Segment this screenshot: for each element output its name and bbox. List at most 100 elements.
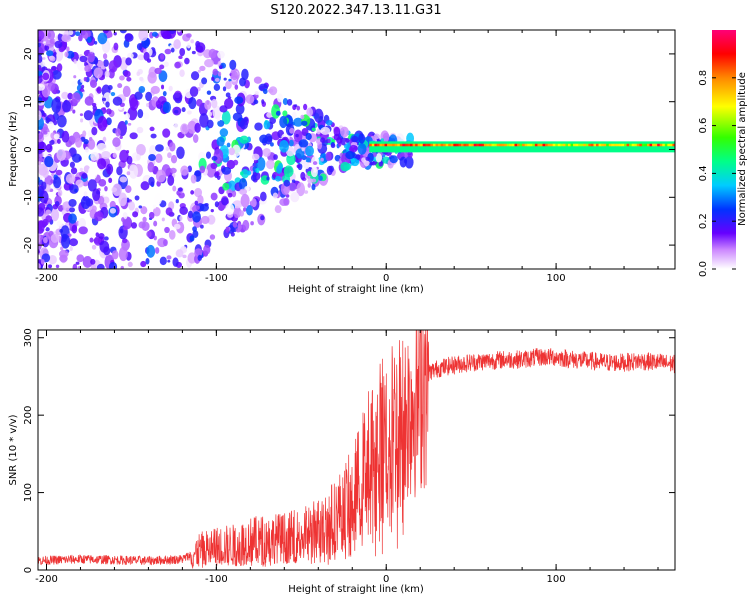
- spectrogram-blob: [174, 61, 181, 69]
- spectrogram-blob: [154, 247, 160, 254]
- spectrogram-blob: [112, 183, 123, 197]
- spectrogram-blob: [291, 179, 296, 184]
- spectrogram-blob: [162, 128, 171, 138]
- spectrogram-blob: [48, 255, 57, 265]
- spectrogram-blob: [68, 198, 77, 207]
- spectrogram-blob: [101, 97, 107, 102]
- spectrogram-ridge-cell: [455, 143, 459, 147]
- spectrogram-ridge-cell: [427, 143, 431, 147]
- spectrogram-blob: [56, 138, 61, 144]
- spectrogram-ridge-cell: [529, 143, 533, 147]
- spectrogram-blob: [365, 156, 371, 161]
- spectrogram-ridge-cell: [374, 143, 378, 147]
- spectrogram-blob: [203, 244, 211, 255]
- spectrogram-ridge-cell: [603, 143, 607, 147]
- spectrogram-ridge-cell: [560, 143, 564, 147]
- spectrogram-blob: [407, 151, 413, 158]
- spectrogram-ridge-cell: [402, 143, 406, 147]
- spectrogram-ridge-cell: [425, 143, 429, 147]
- spectrogram-blob: [149, 126, 155, 132]
- spectrogram-ridge-cell: [601, 143, 605, 147]
- spectrogram-blob: [68, 30, 74, 36]
- spectrogram-ridge-cell: [422, 143, 426, 147]
- spectrogram-blob: [204, 100, 212, 110]
- spectrogram-ridge-cell: [522, 143, 526, 147]
- spectrogram-blob: [311, 127, 316, 132]
- spectrogram-blob: [84, 146, 90, 153]
- spectrogram-blob: [259, 191, 267, 202]
- spectrogram-blob: [307, 178, 313, 184]
- spectrogram-blob: [56, 115, 67, 128]
- spectrogram-blob: [122, 212, 128, 220]
- spectrogram-ridge-cell: [629, 143, 633, 147]
- spectrogram-blob: [177, 30, 181, 33]
- spectrogram-ridge-cell: [420, 143, 424, 147]
- spectrogram-blob: [253, 76, 262, 84]
- spectrogram-blob: [305, 157, 311, 163]
- spectrogram-ridge-cell: [394, 143, 398, 147]
- spectrogram-blob: [118, 246, 128, 262]
- spectrogram-blob: [116, 166, 123, 176]
- spectrogram-blob: [239, 210, 245, 217]
- spectrogram-blob: [234, 84, 239, 90]
- spectrogram-blob: [45, 227, 50, 232]
- spectrogram-blob: [320, 157, 324, 162]
- spectrogram-blob: [155, 153, 163, 163]
- spectrogram-blob: [155, 144, 164, 152]
- spectrogram-blob: [239, 77, 246, 87]
- spectrogram-blob: [288, 139, 294, 147]
- spectrogram-blob: [194, 248, 203, 258]
- spectrogram-blob: [132, 211, 139, 218]
- spectrogram-blob: [43, 236, 48, 244]
- spectrogram-blob: [266, 112, 273, 118]
- spec-xtick-label: -100: [205, 273, 228, 284]
- spectrogram-blob: [145, 257, 150, 265]
- spectrogram-ridge-cell: [634, 143, 638, 147]
- spectrogram-blob: [87, 138, 96, 150]
- spectrogram-ridge-cell: [583, 143, 587, 147]
- spectrogram-blob: [192, 230, 199, 238]
- spectrogram-ridge-cell: [527, 143, 531, 147]
- spectrogram-blob: [70, 167, 78, 175]
- spectrogram-blob: [221, 166, 232, 175]
- spectrogram-blob: [214, 171, 220, 177]
- spectrogram-blob: [83, 76, 88, 82]
- spectrogram-blob: [146, 230, 152, 238]
- spectrogram-blob: [320, 137, 326, 144]
- spectrogram-blob: [107, 85, 113, 91]
- spectrogram-ridge-cell: [438, 143, 442, 147]
- spectrogram-blob: [239, 171, 244, 176]
- spectrogram-blob: [305, 145, 314, 157]
- spectrogram-blob: [345, 138, 350, 143]
- spectrogram-ridge-cell: [491, 143, 495, 147]
- spectrogram-blob: [87, 178, 97, 192]
- spectrogram-blob: [210, 162, 218, 170]
- spectrogram-blob: [47, 32, 52, 38]
- spectrogram-blob: [179, 47, 186, 57]
- spectrogram-ridge-cell: [575, 143, 579, 147]
- spectrogram-panel: [37, 29, 676, 270]
- spectrogram-blob: [307, 182, 311, 188]
- spectrogram-blob: [178, 55, 183, 60]
- spectrogram-blob: [167, 152, 172, 159]
- spectrogram-blob: [51, 173, 55, 176]
- spectrogram-blob: [91, 244, 97, 250]
- spectrogram-blob: [108, 32, 113, 38]
- spectrogram-blob: [161, 31, 172, 40]
- spectrogram-blob: [106, 108, 112, 115]
- spectrogram-ridge: [369, 141, 675, 153]
- spectrogram-blob: [197, 254, 203, 262]
- spectrogram-blob: [199, 113, 209, 128]
- spectrogram-blob: [49, 56, 56, 62]
- spectrogram-blob: [253, 99, 259, 105]
- spectrogram-blob: [161, 84, 165, 90]
- spectrogram-ridge-cell: [384, 143, 388, 147]
- spectrogram-ridge-cell: [616, 143, 620, 147]
- spectrogram-blob: [232, 159, 239, 166]
- spectrogram-blob: [134, 195, 140, 201]
- spectrogram-blob: [80, 78, 84, 83]
- spectrogram-blob: [192, 226, 197, 232]
- spectrogram-blob: [78, 226, 88, 235]
- spectrogram-blob: [106, 163, 114, 175]
- spectrogram-blob: [286, 99, 293, 106]
